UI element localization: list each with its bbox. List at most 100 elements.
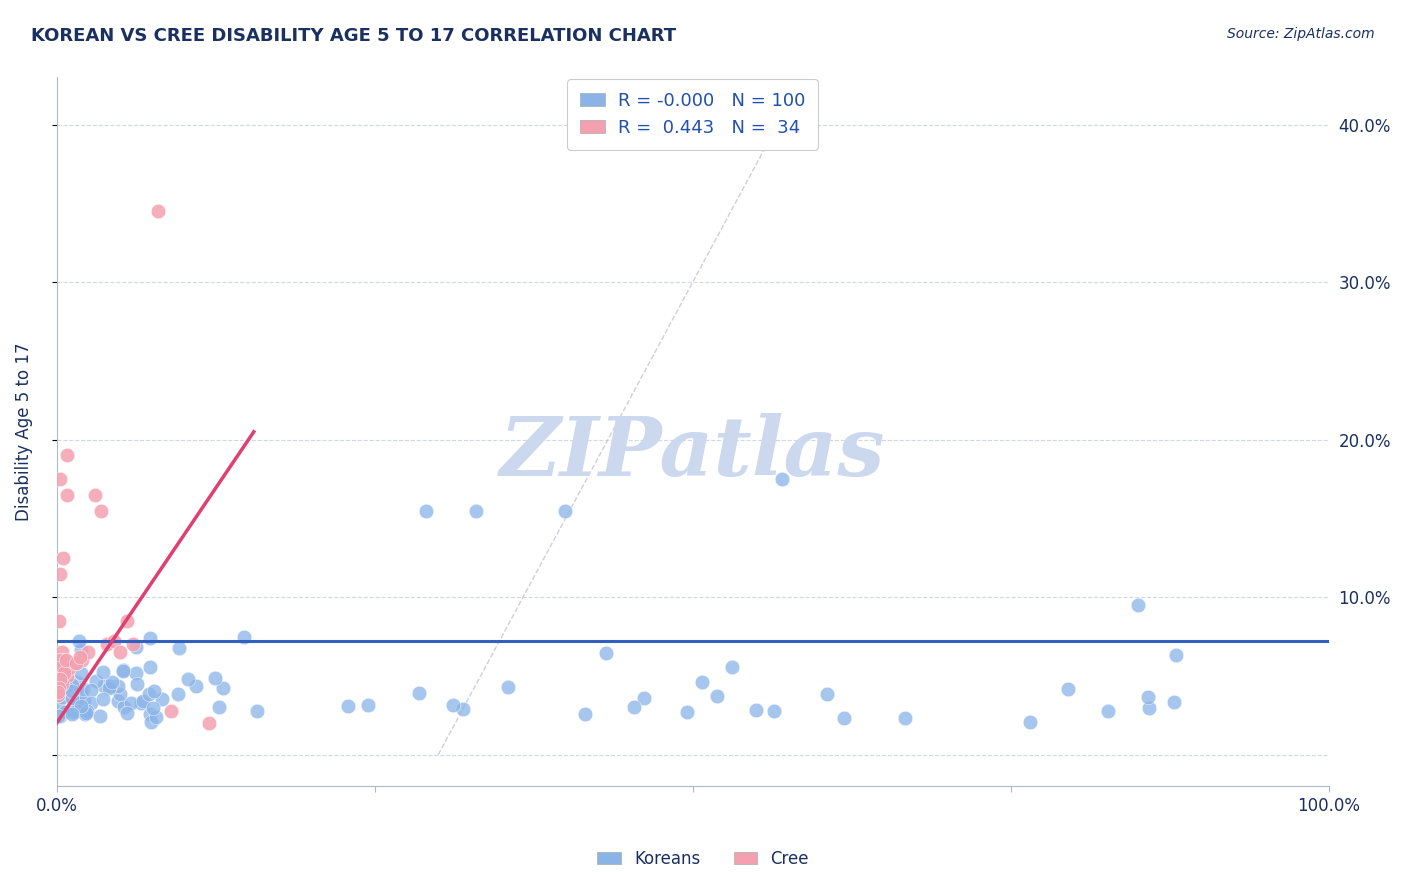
Point <box>49 653 72 667</box>
Point <box>75 706 97 721</box>
Point <box>56 488 79 502</box>
Point <box>60 683 83 698</box>
Point <box>70 653 93 667</box>
Point <box>69 650 91 665</box>
Point <box>48 681 70 696</box>
Point <box>60 706 83 721</box>
Point <box>721 660 744 674</box>
Point <box>770 472 793 486</box>
Point <box>167 687 190 701</box>
Point <box>125 640 148 655</box>
Point <box>139 660 162 674</box>
Point <box>496 680 519 694</box>
Point <box>80 683 103 698</box>
Point <box>112 663 135 677</box>
Point <box>51 690 73 704</box>
Point <box>246 704 269 718</box>
Point <box>70 666 93 681</box>
Point <box>49 672 72 686</box>
Y-axis label: Disability Age 5 to 17: Disability Age 5 to 17 <box>15 343 32 521</box>
Point <box>204 671 226 685</box>
Point <box>65 657 87 671</box>
Point <box>73 707 96 722</box>
Point <box>129 696 152 710</box>
Point <box>451 702 474 716</box>
Point <box>138 687 160 701</box>
Point <box>148 204 170 219</box>
Point <box>131 694 153 708</box>
Point <box>60 678 83 692</box>
Point <box>48 684 70 698</box>
Point <box>115 706 138 721</box>
Point <box>98 679 121 693</box>
Point <box>55 653 77 667</box>
Point <box>103 634 125 648</box>
Point <box>692 674 714 689</box>
Point <box>763 705 786 719</box>
Point <box>46 684 69 698</box>
Point <box>48 709 70 723</box>
Point <box>415 503 437 517</box>
Point <box>554 503 576 517</box>
Point <box>465 503 488 517</box>
Point <box>706 689 728 703</box>
Point <box>48 697 70 711</box>
Point <box>152 691 174 706</box>
Point <box>51 645 73 659</box>
Point <box>232 630 254 644</box>
Point <box>198 716 221 731</box>
Point <box>72 681 94 696</box>
Point <box>160 704 183 718</box>
Point <box>70 698 93 713</box>
Point <box>96 637 118 651</box>
Point <box>65 657 87 671</box>
Point <box>76 704 98 718</box>
Point <box>357 698 380 713</box>
Point <box>138 706 160 721</box>
Point <box>48 709 70 723</box>
Point <box>142 684 165 698</box>
Point <box>208 700 231 714</box>
Point <box>91 665 114 680</box>
Point <box>73 694 96 708</box>
Point <box>1056 681 1078 696</box>
Point <box>633 691 655 706</box>
Legend: Koreans, Cree: Koreans, Cree <box>591 844 815 875</box>
Point <box>90 503 112 517</box>
Point <box>111 664 134 678</box>
Point <box>56 669 79 683</box>
Point <box>83 488 105 502</box>
Point <box>49 566 72 581</box>
Point <box>110 645 132 659</box>
Point <box>211 681 233 696</box>
Point <box>120 696 142 710</box>
Point <box>125 665 148 680</box>
Text: KOREAN VS CREE DISABILITY AGE 5 TO 17 CORRELATION CHART: KOREAN VS CREE DISABILITY AGE 5 TO 17 CO… <box>31 27 676 45</box>
Point <box>69 687 91 701</box>
Point <box>408 686 430 700</box>
Point <box>51 677 73 691</box>
Point <box>53 665 76 680</box>
Point <box>676 705 699 719</box>
Point <box>49 472 72 486</box>
Point <box>115 614 138 628</box>
Point <box>66 675 89 690</box>
Point <box>337 699 360 714</box>
Point <box>52 653 75 667</box>
Point <box>1126 598 1149 612</box>
Point <box>70 642 93 657</box>
Point <box>66 704 89 718</box>
Point <box>107 680 129 694</box>
Point <box>67 634 90 648</box>
Point <box>745 703 768 717</box>
Point <box>184 680 207 694</box>
Point <box>815 687 838 701</box>
Point <box>100 675 122 690</box>
Point <box>139 715 162 730</box>
Point <box>623 700 645 714</box>
Point <box>595 646 617 660</box>
Point <box>91 692 114 706</box>
Point <box>56 449 79 463</box>
Point <box>112 700 135 714</box>
Point <box>46 688 69 702</box>
